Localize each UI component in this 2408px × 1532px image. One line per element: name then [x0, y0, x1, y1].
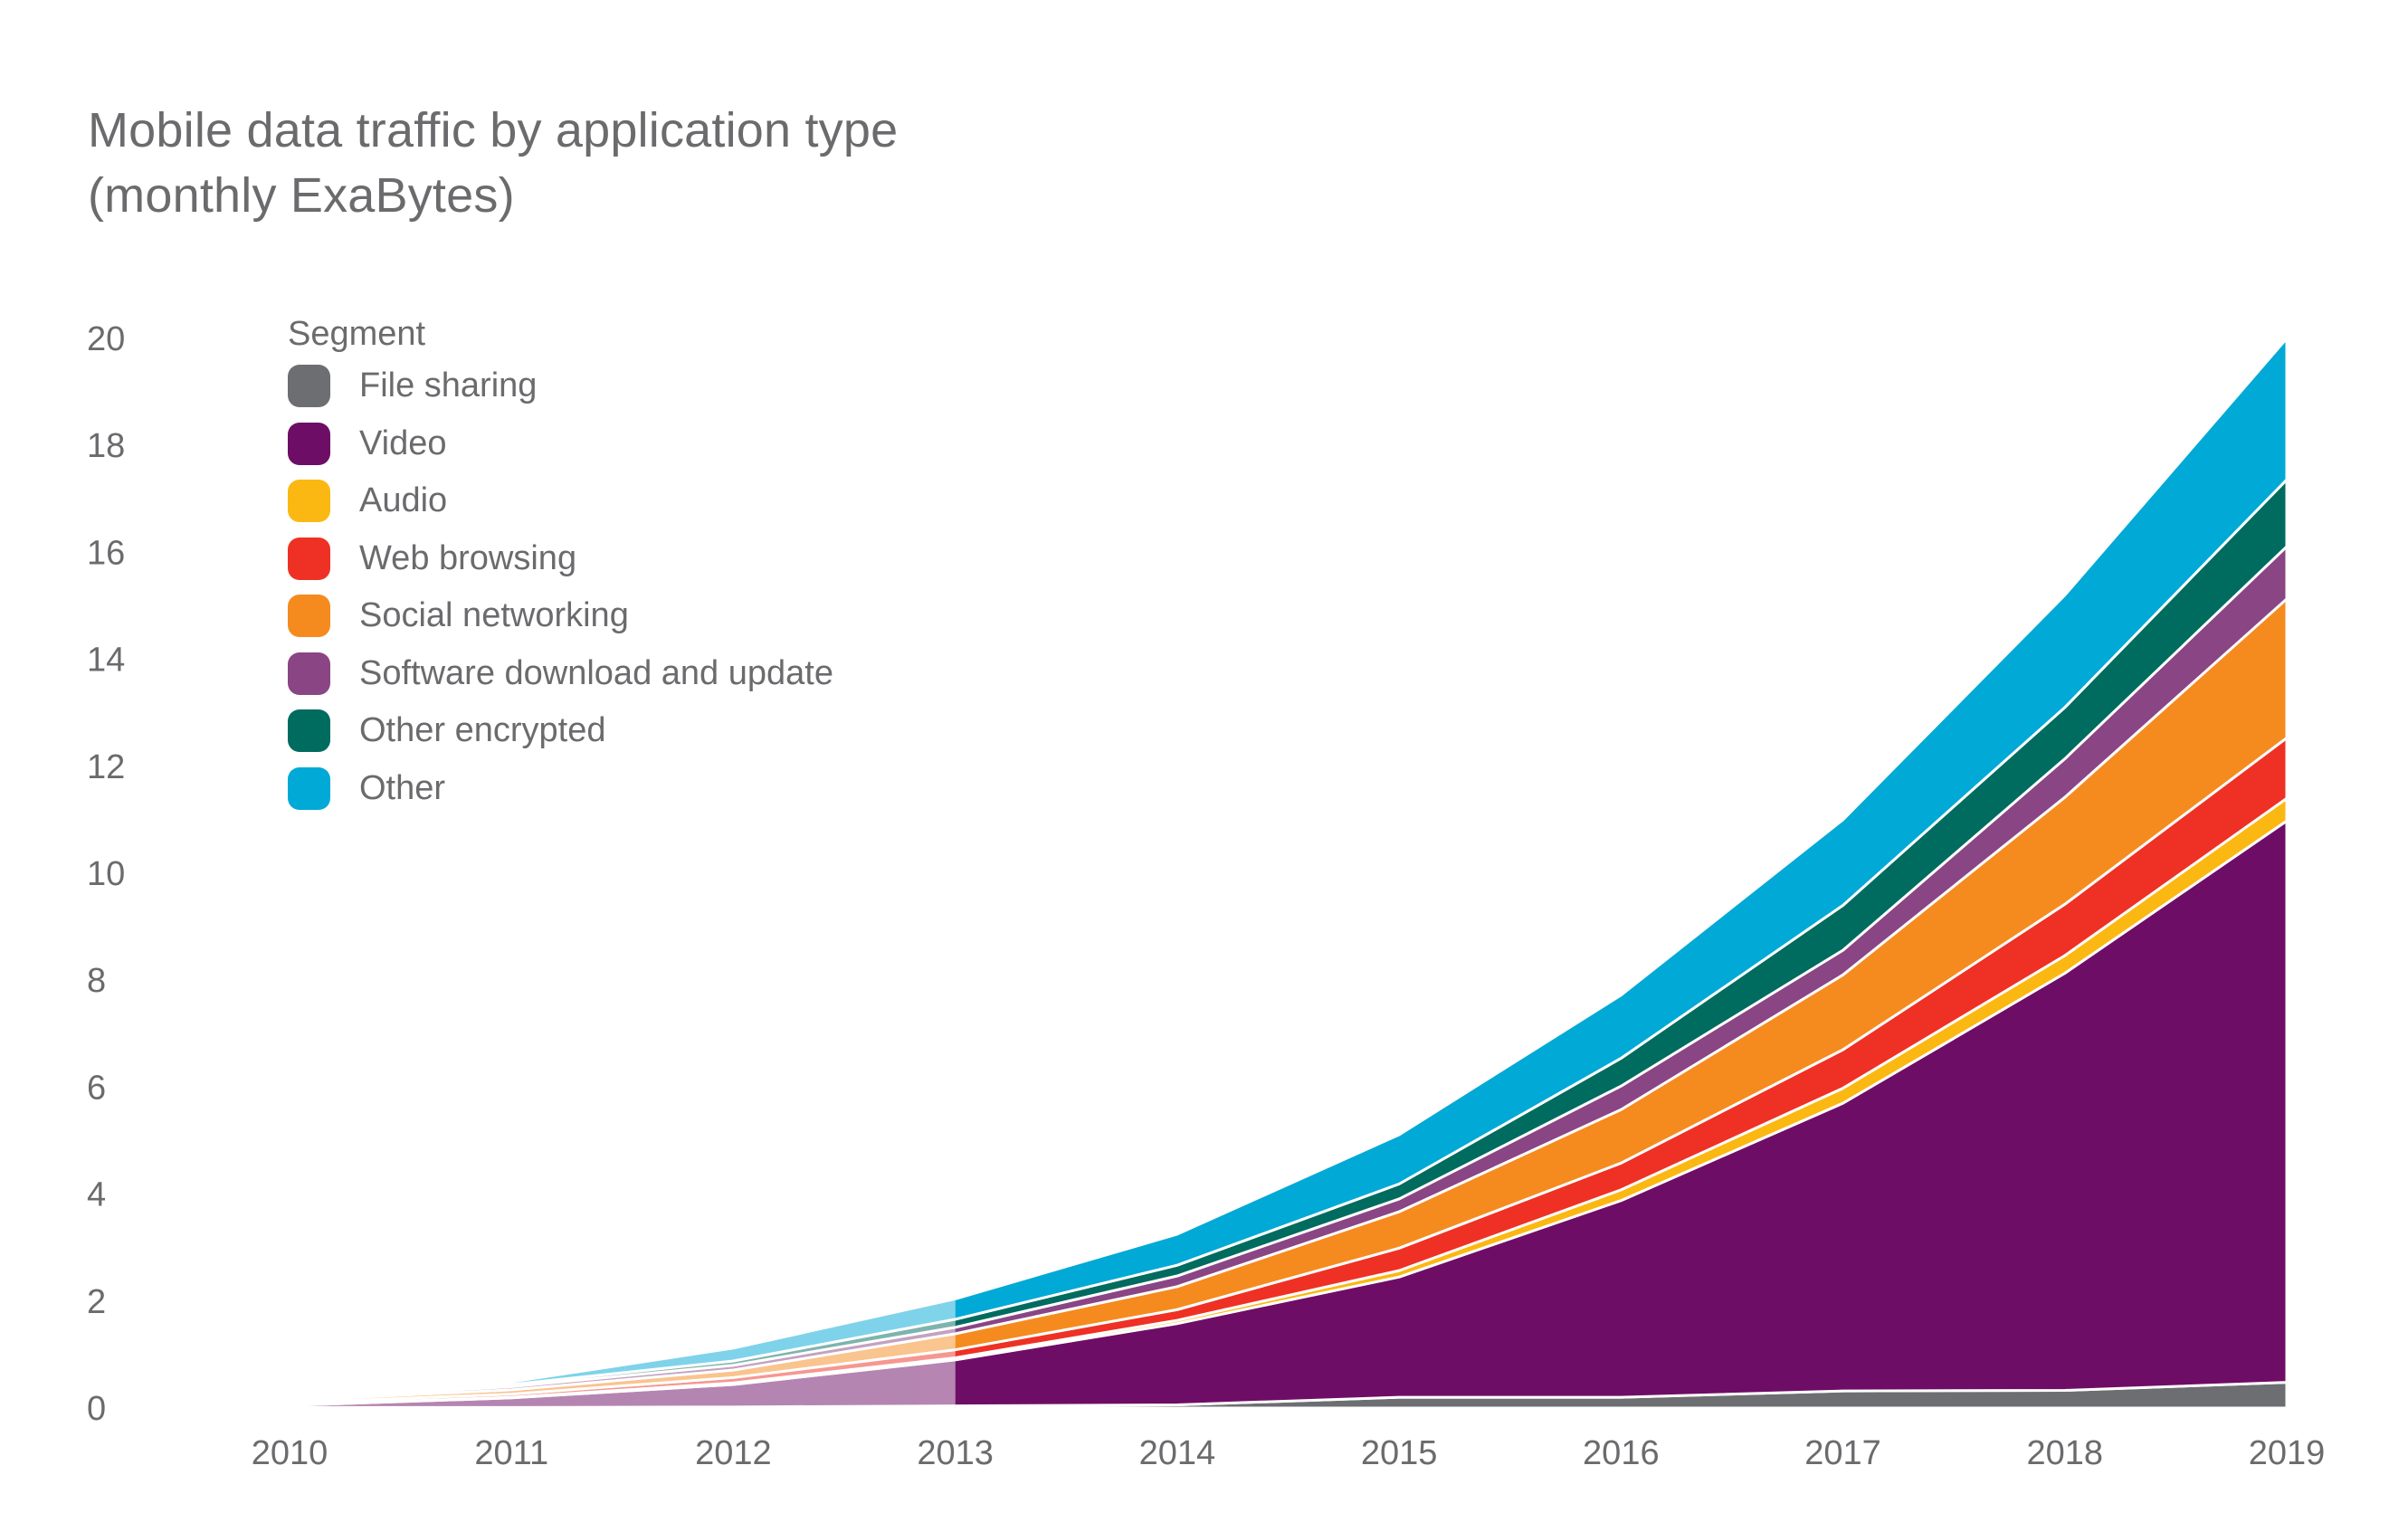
legend-item: Web browsing: [288, 530, 833, 588]
legend-label: Video: [359, 423, 447, 462]
x-tick-label: 2018: [2027, 1434, 2104, 1472]
area-social-networking: [288, 1332, 956, 1404]
x-tick-label: 2010: [252, 1434, 328, 1472]
legend-label: Web browsing: [359, 538, 577, 577]
legend-title: Segment: [288, 315, 426, 353]
legend-label: File sharing: [359, 366, 538, 405]
legend-swatch: [288, 652, 330, 695]
legend-item: File sharing: [288, 357, 833, 415]
legend-label: Software download and update: [359, 653, 833, 692]
chart-title: Mobile data traffic by application type: [88, 103, 899, 157]
area-audio: [288, 1356, 956, 1407]
legend-swatch: [288, 422, 330, 465]
legend-item: Video: [288, 415, 833, 473]
chart-subtitle: (monthly ExaBytes): [88, 168, 515, 223]
x-tick-label: 2011: [474, 1434, 548, 1472]
y-tick-label: 12: [87, 748, 125, 786]
x-tick-label: 2013: [917, 1434, 994, 1472]
y-tick-label: 10: [87, 855, 125, 893]
x-tick-label: 2014: [1139, 1434, 1216, 1472]
x-tick-label: 2017: [1804, 1434, 1881, 1472]
y-tick-label: 18: [87, 427, 125, 465]
y-tick-label: 4: [87, 1176, 106, 1214]
area-web-browsing: [288, 1348, 956, 1406]
y-tick-label: 0: [87, 1390, 106, 1428]
legend-label: Social networking: [359, 596, 629, 635]
x-tick-label: 2012: [695, 1434, 772, 1472]
legend-item: Other: [288, 760, 833, 818]
area-other: [288, 1297, 956, 1400]
x-axis: 2010 2011 2012 2013 2014 2015 2016 2017 2018 2019: [252, 1434, 2326, 1472]
chart-title-block: Mobile data traffic by application type …: [88, 98, 1355, 228]
y-tick-label: 2: [87, 1283, 106, 1321]
legend-item: Other encrypted: [288, 702, 833, 760]
x-tick-label: 2019: [2249, 1434, 2326, 1472]
x-tick-label: 2016: [1583, 1434, 1660, 1472]
y-tick-label: 8: [87, 962, 106, 1000]
area-other-encrypted: [288, 1318, 956, 1401]
legend-item: Social networking: [288, 587, 833, 645]
legend-items: File sharing Video Audio Web browsing Social…: [288, 357, 833, 817]
legend-item: Audio: [288, 472, 833, 530]
legend-swatch: [288, 709, 330, 753]
y-tick-label: 16: [87, 534, 125, 572]
legend-swatch: [288, 595, 330, 638]
y-tick-label: 6: [87, 1069, 106, 1107]
area-other: [955, 337, 2289, 1321]
x-tick-label: 2015: [1361, 1434, 1438, 1472]
legend-swatch: [288, 766, 330, 810]
forecast-areas: [955, 337, 2289, 1410]
legend-swatch: [288, 365, 330, 408]
legend-item: Software download and update: [288, 645, 833, 703]
area-software-download-and-update: [288, 1326, 956, 1403]
y-tick-label: 20: [87, 320, 125, 358]
legend-label: Other: [359, 768, 446, 807]
legend-swatch: [288, 480, 330, 523]
y-tick-label: 14: [87, 642, 125, 680]
area-layers: [288, 337, 2289, 1410]
hist-areas: [288, 1297, 956, 1410]
y-axis: 0 2 4 6 8 10 12 14 16 18 20: [87, 320, 125, 1428]
legend-label: Audio: [359, 481, 448, 520]
legend-label: Other encrypted: [359, 711, 606, 750]
legend: Segment File sharing Video Audio Web browsi…: [288, 310, 833, 817]
area-video: [288, 1358, 956, 1409]
legend-swatch: [288, 537, 330, 580]
